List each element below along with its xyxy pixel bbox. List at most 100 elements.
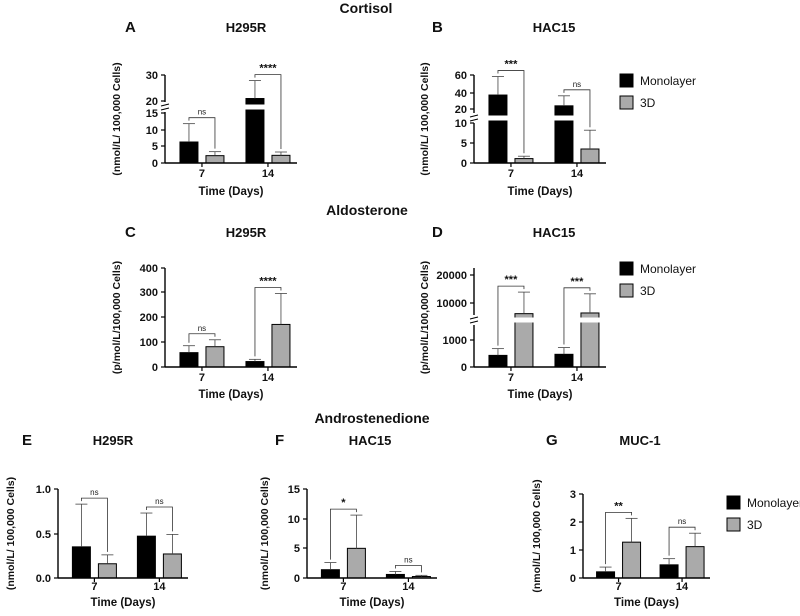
x-tick-label: 14 (262, 168, 275, 180)
panel-title: H295R (93, 433, 134, 448)
significance-label: ns (198, 324, 206, 333)
y-tick-label: 15 (288, 484, 300, 496)
panel-letter: E (22, 432, 32, 449)
significance-bracket (254, 74, 282, 149)
legend-label: 3D (640, 284, 656, 298)
x-tick-label: 7 (199, 372, 205, 384)
y-tick-label: 10000 (436, 298, 467, 310)
significance-label: *** (505, 59, 519, 71)
bar-3d-day14 (271, 323, 291, 368)
y-tick-label: 1000 (443, 335, 467, 347)
bar-monolayer-day14 (136, 535, 156, 579)
bar-monolayer-day7 (179, 352, 199, 368)
significance-bracket (145, 506, 173, 532)
bar-3d-day7 (97, 563, 117, 579)
legend-swatch-3d (726, 517, 741, 532)
legend-swatch-3d (619, 95, 634, 110)
panel-title: HAC15 (533, 225, 576, 240)
panel-title: HAC15 (533, 20, 576, 35)
y-tick-label: 0 (461, 158, 467, 170)
significance-label: **** (259, 275, 277, 287)
bar-monolayer-day14 (245, 361, 265, 368)
y-tick-label: 200 (140, 312, 158, 324)
y-tick-label: 30 (146, 70, 158, 82)
y-tick-label: 2 (570, 517, 576, 529)
legend-label: Monolayer (640, 74, 696, 88)
legend-label: 3D (747, 518, 763, 532)
bar-monolayer-day14 (554, 105, 574, 164)
bar-3d-day14 (580, 148, 600, 164)
y-tick-label: 0 (294, 573, 300, 585)
significance-bracket (188, 333, 216, 343)
legend-label: Monolayer (747, 496, 800, 510)
y-tick-label: 1 (570, 545, 576, 557)
panel-d: D HAC15 *** *** 0 1000 10000 20000 7 14 Time (Days… (419, 224, 607, 401)
bar-monolayer-day7 (179, 141, 199, 164)
axis-break-gap (475, 317, 607, 323)
bar-monolayer-day7 (71, 546, 91, 579)
legend-swatch-monolayer (726, 495, 741, 510)
y-tick-label: 400 (140, 263, 158, 275)
y-tick-label: 60 (455, 70, 467, 82)
x-axis-label: Time (Days) (340, 597, 405, 609)
x-tick-label: 7 (508, 168, 514, 180)
bar-monolayer-day14 (659, 564, 679, 579)
legend-label: 3D (640, 96, 656, 110)
significance-bracket (394, 565, 422, 573)
panel-title: H295R (226, 20, 267, 35)
x-tick-label: 7 (91, 581, 97, 593)
y-axis-label: (nmol/L/ 100,000 Cells) (419, 62, 431, 175)
legend: Monolayer 3D (726, 495, 800, 532)
y-tick-label: 0.0 (36, 573, 51, 585)
panel-title: H295R (226, 225, 267, 240)
panel-c: C H295R ns **** 0 100 200 300 400 7 14 Time (Days) (… (111, 224, 297, 401)
axis-break-mark (469, 316, 479, 324)
x-tick-label: 14 (402, 581, 415, 593)
y-tick-label: 5 (461, 138, 467, 150)
x-tick-label: 14 (262, 372, 275, 384)
y-tick-label: 3 (570, 489, 576, 501)
y-tick-label: 10 (288, 514, 300, 526)
significance-bracket (254, 287, 282, 357)
significance-bracket (188, 117, 216, 149)
y-axis-label: (nmol/L/ 100,000 Cells) (259, 477, 271, 590)
significance-label: ns (573, 80, 581, 89)
x-axis-label: Time (Days) (199, 389, 264, 401)
legend-swatch-monolayer (619, 73, 634, 88)
y-tick-label: 10 (146, 125, 158, 137)
section-title-androstenedione: Androstenedione (314, 410, 429, 426)
panel-g: G MUC-1 ** ns 0 1 2 3 7 14 Time (Days) (nmol/L/ 100… (531, 432, 710, 609)
y-tick-label: 5 (294, 543, 300, 555)
significance-bracket (563, 287, 591, 345)
bar-3d-day7 (622, 541, 642, 579)
axis-break-mark (469, 114, 479, 122)
bar-monolayer-day7 (488, 354, 508, 368)
significance-label: ns (198, 108, 206, 117)
significance-bracket (81, 497, 108, 552)
x-axis-label: Time (Days) (614, 597, 679, 609)
axis-break-gap (475, 115, 607, 121)
x-axis-label: Time (Days) (508, 389, 573, 401)
x-tick-label: 14 (676, 581, 689, 593)
significance-label: ** (614, 500, 623, 512)
bar-3d-day7 (346, 547, 366, 579)
panel-b: B HAC15 *** ns 0 5 10 20 40 60 7 14 Time (Days) (nmol… (419, 19, 607, 198)
panel-f: F HAC15 * ns 0 5 10 15 7 14 Time (Days) (nmol/L/ 10… (259, 432, 437, 609)
x-tick-label: 14 (571, 372, 584, 384)
panel-letter: F (275, 432, 284, 449)
significance-label: *** (505, 274, 519, 286)
bar-monolayer-day7 (596, 571, 616, 579)
panel-letter: G (546, 432, 558, 449)
significance-label: ns (404, 555, 412, 564)
y-tick-label: 20000 (436, 270, 467, 282)
y-tick-label: 0.5 (36, 529, 51, 541)
y-tick-label: 10 (455, 118, 467, 130)
axis-break-gap (166, 104, 298, 110)
y-tick-label: 300 (140, 287, 158, 299)
bar-3d-day14 (271, 154, 291, 164)
panel-title: MUC-1 (619, 433, 660, 448)
y-tick-label: 0 (570, 573, 576, 585)
y-tick-label: 40 (455, 88, 467, 100)
